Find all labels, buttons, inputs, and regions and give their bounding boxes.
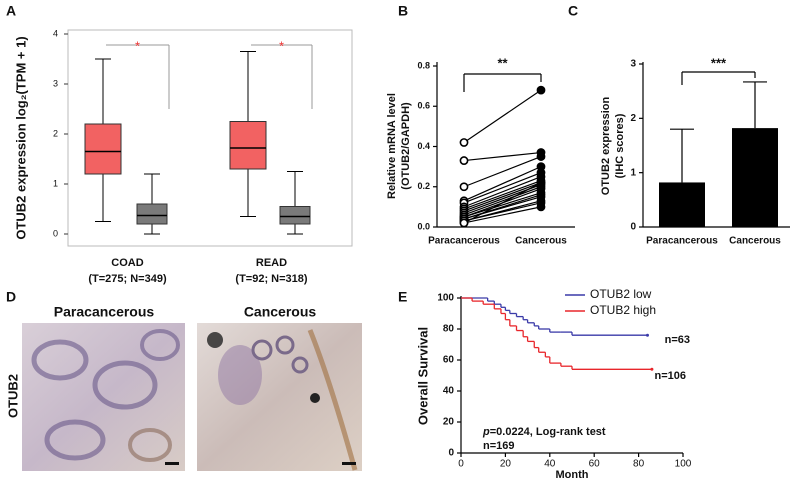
significance-mark: * xyxy=(135,38,140,53)
x-tick-label: 40 xyxy=(544,459,556,470)
y-tick-label: 0.0 xyxy=(417,221,430,231)
significance-mark: ** xyxy=(497,55,508,70)
legend-label: OTUB2 low xyxy=(590,287,652,301)
row-label: OTUB2 xyxy=(5,374,20,418)
pair-line xyxy=(463,176,542,208)
x-tick-label: Cancerous xyxy=(515,236,567,247)
y-tick-label: 2 xyxy=(53,128,58,138)
legend-label: OTUB2 high xyxy=(590,303,656,317)
x-tick-label: 80 xyxy=(633,459,645,470)
y-tick-label: 1 xyxy=(630,167,636,178)
y-tick-label: 60 xyxy=(443,355,455,366)
annotation: n=169 xyxy=(483,440,515,452)
panel-label: A xyxy=(6,3,16,19)
annotation-part: p xyxy=(482,426,490,438)
y-axis-title: Relative mRNA level xyxy=(386,93,398,199)
point xyxy=(536,85,546,95)
y-tick-label: 0.8 xyxy=(417,60,430,70)
y-axis-title: OTUB2 expression log₂(TPM + 1) xyxy=(13,36,28,239)
panel-label: D xyxy=(6,289,16,305)
x-tick-label: 20 xyxy=(500,459,512,470)
box xyxy=(84,123,122,175)
micrograph xyxy=(197,323,362,471)
significance-mark: *** xyxy=(711,55,727,70)
significance-mark: * xyxy=(279,38,284,53)
point xyxy=(459,156,469,165)
x-tick-label: READ xyxy=(256,257,287,269)
y-tick-label: 80 xyxy=(443,324,455,335)
panel-label: E xyxy=(398,289,407,305)
pair-line xyxy=(463,206,542,224)
x-tick-label: Cancerous xyxy=(729,236,781,247)
pair-line xyxy=(463,180,542,210)
y-axis-title: Overall Survival xyxy=(415,327,430,425)
pair-line xyxy=(463,156,542,188)
image-title: Cancerous xyxy=(244,304,317,320)
y-tick-label: 0.2 xyxy=(417,181,430,191)
x-tick-label: 0 xyxy=(458,459,464,470)
y-axis-title: (IHC scores) xyxy=(614,113,626,178)
group-size: n=106 xyxy=(655,370,687,382)
category-note: (T=92; N=318) xyxy=(235,273,307,285)
pair-line xyxy=(463,89,542,143)
pair-line xyxy=(463,151,542,162)
y-tick-label: 3 xyxy=(53,78,58,88)
point xyxy=(536,178,546,188)
x-tick-label: COAD xyxy=(111,257,143,269)
y-tick-label: 0 xyxy=(448,448,454,459)
pair-line xyxy=(463,196,542,220)
x-tick-label: 100 xyxy=(675,459,692,470)
pair-line xyxy=(463,182,542,212)
x-tick-label: 60 xyxy=(589,459,601,470)
bar xyxy=(659,182,705,227)
y-axis-title: (OTUB2/GAPDH) xyxy=(400,102,412,190)
y-tick-label: 0.6 xyxy=(417,101,430,111)
box xyxy=(136,203,168,225)
plot-frame xyxy=(67,29,353,247)
survival-end xyxy=(645,333,649,337)
box xyxy=(229,121,267,170)
point xyxy=(459,182,469,192)
y-tick-label: 0.4 xyxy=(417,141,430,151)
panel-label: B xyxy=(398,3,408,19)
annotation: p=0.0224, Log-rank test xyxy=(482,426,606,438)
y-tick-label: 2 xyxy=(630,113,636,124)
pair-line xyxy=(463,192,542,218)
point xyxy=(459,218,469,228)
y-axis-title: OTUB2 expression xyxy=(600,97,612,196)
y-tick-label: 0 xyxy=(630,222,636,233)
group-size: n=63 xyxy=(665,334,690,346)
y-tick-label: 100 xyxy=(437,293,454,304)
x-tick-label: Paracancerous xyxy=(646,236,718,247)
panel-label: C xyxy=(568,3,578,19)
y-tick-label: 4 xyxy=(53,28,58,38)
x-axis-title: Month xyxy=(556,469,589,481)
point xyxy=(459,138,469,147)
bar xyxy=(732,128,778,227)
pair-line xyxy=(463,202,542,222)
x-tick-label: Paracancerous xyxy=(428,236,500,247)
image-title: Paracancerous xyxy=(54,304,155,320)
pair-line xyxy=(463,182,542,224)
point xyxy=(536,152,546,161)
pair-line xyxy=(463,186,542,216)
y-tick-label: 1 xyxy=(53,178,58,188)
survival-end xyxy=(650,367,654,371)
y-tick-label: 3 xyxy=(630,59,636,70)
pair-line xyxy=(463,172,542,204)
y-tick-label: 20 xyxy=(443,417,455,428)
pair-line xyxy=(463,166,542,202)
point xyxy=(536,202,546,212)
annotation-part: =0.0224, Log-rank test xyxy=(490,426,606,438)
category-note: (T=275; N=349) xyxy=(88,273,167,285)
y-tick-label: 0 xyxy=(53,228,58,238)
micrograph xyxy=(22,323,185,471)
y-tick-label: 40 xyxy=(443,386,455,397)
box xyxy=(279,206,311,225)
